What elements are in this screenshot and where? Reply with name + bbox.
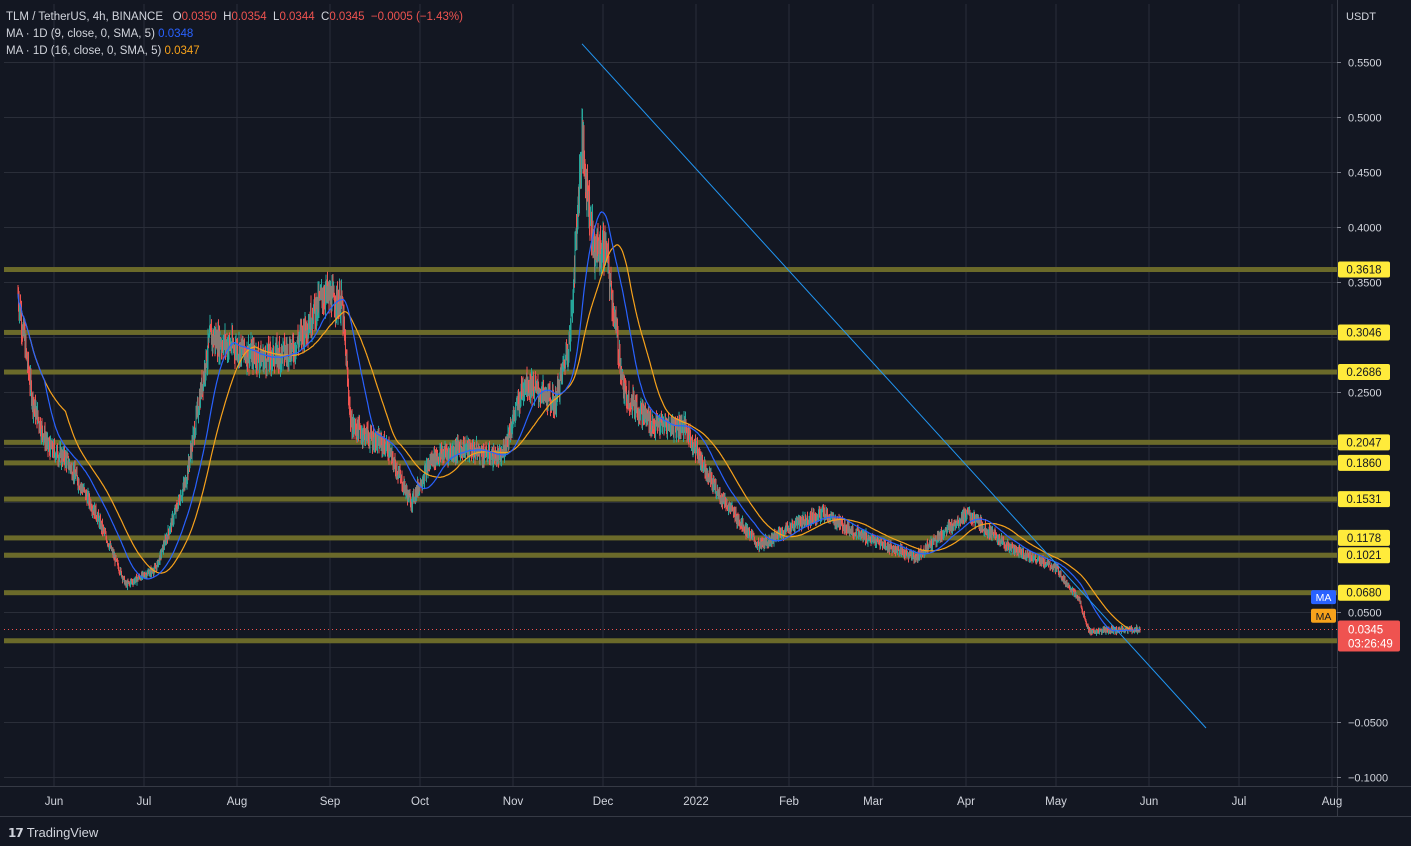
ohlc-row: TLM / TetherUS, 4h, BINANCE O0.0350 H0.0… <box>6 9 463 26</box>
level-tag-label: 0.3618 <box>1346 265 1381 277</box>
level-tag-label: 0.2686 <box>1346 367 1381 379</box>
level-tag-label: 0.1021 <box>1346 550 1381 562</box>
ma1-row: MA · 1D (9, close, 0, SMA, 5) 0.0348 <box>6 26 463 43</box>
x-tick-label: 2022 <box>683 796 709 808</box>
level-band <box>4 369 1337 375</box>
countdown-label: 03:26:49 <box>1348 639 1393 651</box>
level-tag-label: 0.0680 <box>1346 588 1381 600</box>
trendline-path <box>581 43 1207 729</box>
ma-9-path <box>17 211 1140 632</box>
x-tick-label: Mar <box>863 796 883 808</box>
last-price-label: 0.0345 <box>1348 625 1383 637</box>
y-tick-label: 0.0500 <box>1348 608 1382 620</box>
y-tick-label: 0.5500 <box>1348 58 1382 70</box>
symbol-label[interactable]: TLM / TetherUS, 4h, BINANCE <box>6 11 164 23</box>
x-tick-label: Dec <box>593 796 614 808</box>
level-tag-box <box>1338 261 1390 278</box>
open-value: 0.0350 <box>181 11 217 23</box>
x-tick-label: May <box>1045 796 1067 808</box>
x-tick-label: Oct <box>411 796 430 808</box>
x-tick-label: Sep <box>320 796 340 808</box>
x-tick-label: Jun <box>45 796 64 808</box>
level-band <box>4 552 1337 558</box>
low-value: 0.0344 <box>279 11 315 23</box>
y-tick-label: 0.5000 <box>1348 113 1382 125</box>
close-value: 0.0345 <box>329 11 365 23</box>
y-tick-label: −0.0500 <box>1348 718 1388 730</box>
level-tag-box <box>1338 584 1390 601</box>
x-tick-label: Aug <box>1322 796 1342 808</box>
high-value: 0.0354 <box>231 11 267 23</box>
level-tag-box <box>1338 324 1390 341</box>
level-band <box>4 329 1337 335</box>
level-tag-label: 0.1531 <box>1346 494 1381 506</box>
level-band <box>4 590 1337 596</box>
close-label: C <box>321 11 330 23</box>
ma2-label[interactable]: MA · 1D (16, close, 0, SMA, 5) <box>6 45 162 57</box>
x-tick-label: Apr <box>957 796 975 808</box>
level-tag-box <box>1338 529 1390 546</box>
ma2-tag-box <box>1311 608 1336 623</box>
last-price-tag-box <box>1338 620 1400 652</box>
level-band <box>4 496 1337 502</box>
level-tag-box <box>1338 434 1390 451</box>
level-tag-box <box>1338 364 1390 381</box>
trendline[interactable] <box>581 43 1207 729</box>
x-tick-label: Feb <box>779 796 799 808</box>
price-tags: 0.3618 0.3046 0.2686 0.2047 0.1860 0.1531 0.11… <box>1311 261 1400 652</box>
level-tag-box <box>1338 491 1390 508</box>
ma-16-line <box>17 244 1140 631</box>
level-tag-box <box>1338 547 1390 564</box>
low-label: L <box>273 11 280 23</box>
tradingview-icon: 𝟭𝟳 <box>8 825 24 840</box>
ma2-tag-label: MA <box>1316 611 1332 623</box>
high-label: H <box>223 11 232 23</box>
axes: USDT 0.5500 0.5000 0.4500 0.4000 0.3500 0.2500… <box>0 0 1411 817</box>
ma2-row: MA · 1D (16, close, 0, SMA, 5) 0.0347 <box>6 43 463 60</box>
level-tag-label: 0.2047 <box>1346 437 1381 449</box>
change-value: −0.0005 (−1.43%) <box>370 11 463 23</box>
axis-unit-label: USDT <box>1346 11 1376 23</box>
x-tick-label: Nov <box>503 796 524 808</box>
ma1-tag-label: MA <box>1316 592 1332 604</box>
level-band <box>4 267 1337 273</box>
level-tag-label: 0.3046 <box>1346 327 1381 339</box>
chart-legend: TLM / TetherUS, 4h, BINANCE O0.0350 H0.0… <box>6 9 463 60</box>
level-band <box>4 638 1337 644</box>
y-tick-label: 0.4000 <box>1348 223 1382 235</box>
open-label: O <box>172 11 182 23</box>
ma1-tag-box <box>1311 590 1336 605</box>
x-tick-label: Jul <box>1232 796 1247 808</box>
tradingview-logo[interactable]: 𝟭𝟳 TradingView <box>8 825 98 840</box>
level-band <box>4 460 1337 466</box>
brand-name: TradingView <box>26 825 99 840</box>
ma-16-path <box>17 244 1140 631</box>
support-resistance-levels <box>4 267 1337 644</box>
y-tick-label: 0.3500 <box>1348 278 1382 290</box>
y-tick-label: −0.1000 <box>1348 773 1388 785</box>
level-tag-box <box>1338 454 1390 471</box>
y-tick-label: 0.2500 <box>1348 388 1382 400</box>
x-tick-label: Aug <box>227 796 247 808</box>
level-tag-label: 0.1178 <box>1347 533 1381 545</box>
ma1-label[interactable]: MA · 1D (9, close, 0, SMA, 5) <box>6 28 155 40</box>
level-band <box>4 439 1337 445</box>
x-tick-label: Jun <box>1140 796 1159 808</box>
y-tick-label: 0.4500 <box>1348 168 1382 180</box>
level-tag-label: 0.1860 <box>1346 458 1381 470</box>
ma-9-line <box>17 211 1140 632</box>
level-band <box>4 535 1337 541</box>
x-tick-label: Jul <box>137 796 152 808</box>
ma1-value: 0.0348 <box>158 28 194 40</box>
ma2-value: 0.0347 <box>164 45 200 57</box>
